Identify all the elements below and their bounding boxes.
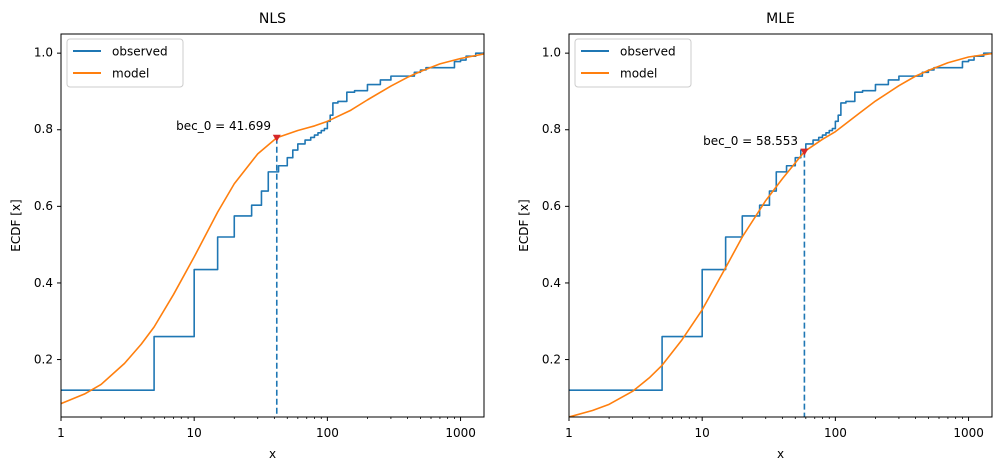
nls-legend: observed model — [66, 38, 184, 88]
mle-x-axis-label: x — [777, 447, 784, 461]
nls-bec-marker — [272, 134, 281, 142]
nls-y-axis-label: ECDF [x] — [9, 199, 23, 251]
nls-x-tick-label: 1000 — [445, 426, 476, 440]
nls-legend-observed-label: observed — [112, 45, 168, 59]
mle-y-axis-label: ECDF [x] — [517, 199, 531, 251]
mle-bec-marker — [800, 148, 809, 156]
mle-y-tick-label: 0.8 — [542, 122, 561, 136]
mle-x-tick-label: 1000 — [953, 426, 984, 440]
mle-y-tick-label: 1.0 — [542, 45, 561, 59]
mle-x-ticks: 1 10 100 1000 — [565, 426, 984, 440]
nls-x-tick-label: 100 — [316, 426, 339, 440]
mle-bec-annotation: bec_0 = 58.553 — [703, 134, 798, 148]
nls-x-ticks: 1 10 100 1000 — [57, 426, 476, 440]
nls-chart-title: NLS — [259, 11, 286, 27]
mle-axes-frame — [568, 33, 993, 418]
nls-y-tick-label: 0.8 — [34, 122, 53, 136]
mle-legend-observed-label: observed — [620, 45, 676, 59]
mle-model-line — [569, 52, 992, 417]
nls-legend-model-label: model — [112, 67, 149, 81]
nls-x-axis-label: x — [269, 447, 276, 461]
nls-y-tick-label: 0.2 — [34, 353, 53, 367]
nls-y-tick-label: 1.0 — [34, 45, 53, 59]
mle-y-tick-label: 0.2 — [542, 353, 561, 367]
nls-axes-frame — [60, 33, 485, 418]
mle-y-tick-label: 0.6 — [542, 199, 561, 213]
mle-legend-model-label: model — [620, 67, 657, 81]
nls-panel: NLS x ECDF [x] 1 10 100 1000 0.2 0.4 0.6… — [9, 11, 485, 461]
mle-y-ticks: 0.2 0.4 0.6 0.8 1.0 — [542, 45, 561, 366]
mle-x-tick-label: 1 — [565, 426, 573, 440]
mle-x-tick-label: 10 — [695, 426, 710, 440]
mle-chart-title: MLE — [766, 11, 795, 27]
mle-y-tick-label: 0.4 — [542, 276, 561, 290]
nls-x-tick-label: 10 — [187, 426, 202, 440]
mle-x-tick-label: 100 — [824, 426, 847, 440]
nls-bec-annotation: bec_0 = 41.699 — [176, 119, 271, 133]
mle-observed-line — [569, 52, 992, 391]
mle-legend: observed model — [574, 38, 692, 88]
nls-x-tick-label: 1 — [57, 426, 65, 440]
mle-panel: MLE x ECDF [x] 1 10 100 1000 0.2 0.4 0.6… — [517, 11, 993, 461]
nls-y-tick-label: 0.6 — [34, 199, 53, 213]
nls-y-ticks: 0.2 0.4 0.6 0.8 1.0 — [34, 45, 53, 366]
nls-y-tick-label: 0.4 — [34, 276, 53, 290]
